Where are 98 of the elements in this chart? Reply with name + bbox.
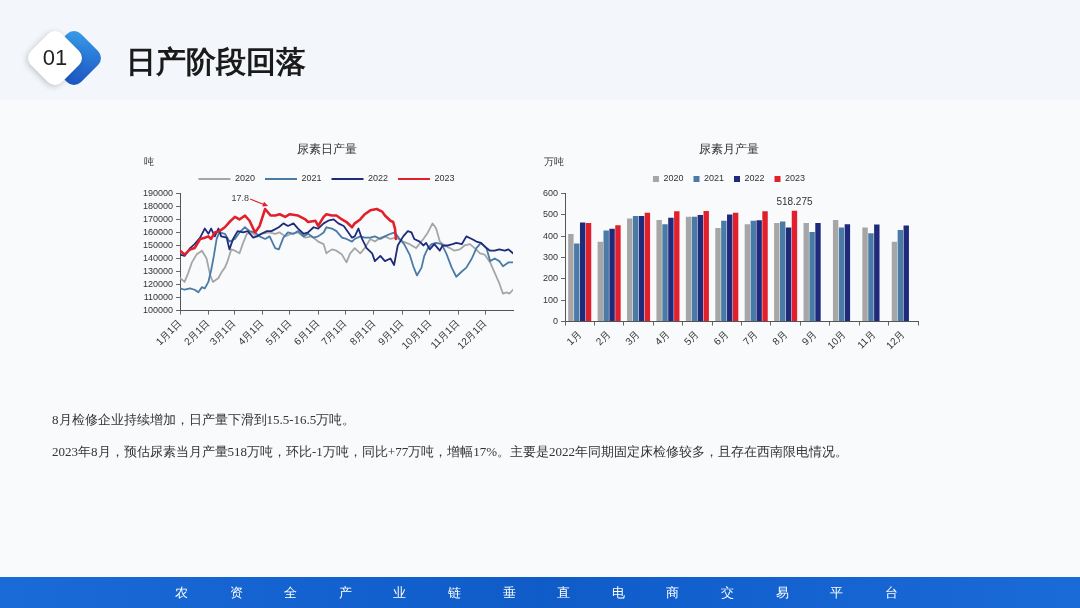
bar — [862, 227, 868, 322]
x-tick-label: 5月1日 — [263, 317, 294, 348]
x-tick-label: 7月1日 — [319, 317, 349, 348]
text: 农资全产业链垂直电商交易平台 — [175, 584, 940, 601]
bar — [791, 210, 798, 322]
x-tick-label: 6月 — [711, 328, 731, 348]
y-tick-label: 170000 — [142, 213, 174, 224]
text: 2023年8月，预估尿素当月产量518万吨，环比-1万吨，同比+77万吨，增幅17%。主要是2022年同期固定床检修较多，且存在西南限电情况。 — [52, 443, 849, 461]
y-tick-label: 100000 — [142, 305, 174, 316]
bar — [597, 241, 604, 322]
y-tick-label: 500 — [542, 209, 559, 220]
x-tick-label: 8月 — [770, 328, 789, 348]
bar — [732, 212, 739, 322]
y-axis-title: 万吨 — [544, 156, 564, 168]
bar — [774, 222, 780, 322]
x-tick-label: 2月 — [593, 328, 613, 348]
x-tick-label: 9月 — [799, 328, 819, 348]
y-tick-label: 110000 — [143, 292, 174, 303]
bar — [750, 220, 756, 322]
legend-label: 2020 — [663, 173, 684, 184]
y-tick-label: 300 — [542, 251, 559, 262]
y-tick-label: 600 — [542, 187, 559, 198]
bar — [603, 230, 609, 322]
legend-label: 2021 — [301, 173, 322, 184]
text: 01 — [41, 45, 69, 71]
bar — [779, 221, 786, 322]
legend-label: 2023 — [434, 173, 455, 184]
bar — [685, 216, 692, 322]
x-tick-label: 10月 — [825, 328, 848, 352]
y-tick-label: 160000 — [142, 226, 174, 237]
bar — [832, 220, 839, 322]
bar — [727, 214, 733, 322]
x-tick-label: 4月 — [652, 328, 672, 348]
bar — [815, 222, 821, 322]
bar — [838, 227, 845, 322]
bar — [585, 223, 592, 322]
bar — [568, 233, 574, 322]
bar — [715, 228, 721, 322]
y-tick-label: 100 — [542, 294, 559, 305]
x-tick-label: 4月1日 — [235, 317, 266, 348]
bar — [868, 233, 874, 322]
bar — [662, 224, 668, 322]
bar — [756, 220, 762, 322]
bar — [627, 218, 633, 322]
text: 8月检修企业持续增加，日产量下滑到15.5-16.5万吨。 — [52, 411, 357, 429]
y-tick-label: 200 — [542, 273, 559, 284]
bar — [674, 211, 680, 322]
bar — [703, 210, 709, 322]
bar — [668, 217, 674, 322]
bar — [844, 224, 851, 322]
bar — [579, 222, 586, 322]
bar — [644, 212, 651, 322]
text: 日产阶段回落 — [126, 44, 306, 80]
data-label: 518.275 — [776, 195, 813, 207]
x-tick-label: 11月 — [855, 328, 878, 351]
bar — [803, 222, 809, 322]
bar — [638, 216, 645, 322]
legend-label: 2020 — [234, 173, 255, 184]
chart-title: 尿素月产量 — [699, 141, 759, 156]
bar — [874, 224, 880, 322]
x-tick-label: 1月 — [564, 328, 584, 348]
bar — [691, 216, 698, 322]
bar — [656, 220, 662, 322]
bar — [609, 228, 615, 322]
bar — [903, 225, 909, 322]
annotation: 17.8 — [231, 192, 250, 203]
x-tick-label: 12月 — [883, 328, 907, 352]
y-tick-label: 0 — [553, 316, 559, 327]
y-tick-label: 190000 — [142, 187, 174, 198]
y-tick-label: 140000 — [142, 252, 174, 263]
bar — [574, 243, 580, 322]
x-tick-label: 7月 — [740, 328, 760, 348]
y-tick-label: 120000 — [142, 279, 174, 290]
legend-label: 2022 — [368, 173, 389, 184]
legend-label: 2021 — [703, 173, 725, 184]
x-tick-label: 6月1日 — [291, 317, 322, 348]
x-tick-label: 1月1日 — [153, 317, 184, 348]
x-tick-label: 5月 — [681, 328, 701, 348]
y-tick-label: 130000 — [142, 266, 174, 276]
bar — [762, 211, 768, 322]
bar — [897, 229, 904, 322]
legend-label: 2022 — [744, 173, 765, 184]
bar — [785, 227, 792, 322]
bar — [721, 220, 727, 322]
bar — [809, 232, 815, 322]
bar — [697, 214, 704, 322]
y-axis-title: 吨 — [144, 156, 154, 168]
y-tick-label: 150000 — [142, 239, 174, 250]
legend-label: 2023 — [785, 173, 806, 184]
bar — [891, 241, 898, 322]
bar — [632, 216, 639, 322]
chart-title: 尿素日产量 — [296, 141, 357, 156]
y-tick-label: 180000 — [142, 200, 174, 211]
x-tick-label: 8月1日 — [347, 317, 378, 348]
x-tick-label: 3月 — [623, 328, 642, 348]
bar — [615, 225, 621, 322]
y-tick-label: 400 — [542, 230, 559, 241]
bar — [744, 224, 751, 322]
